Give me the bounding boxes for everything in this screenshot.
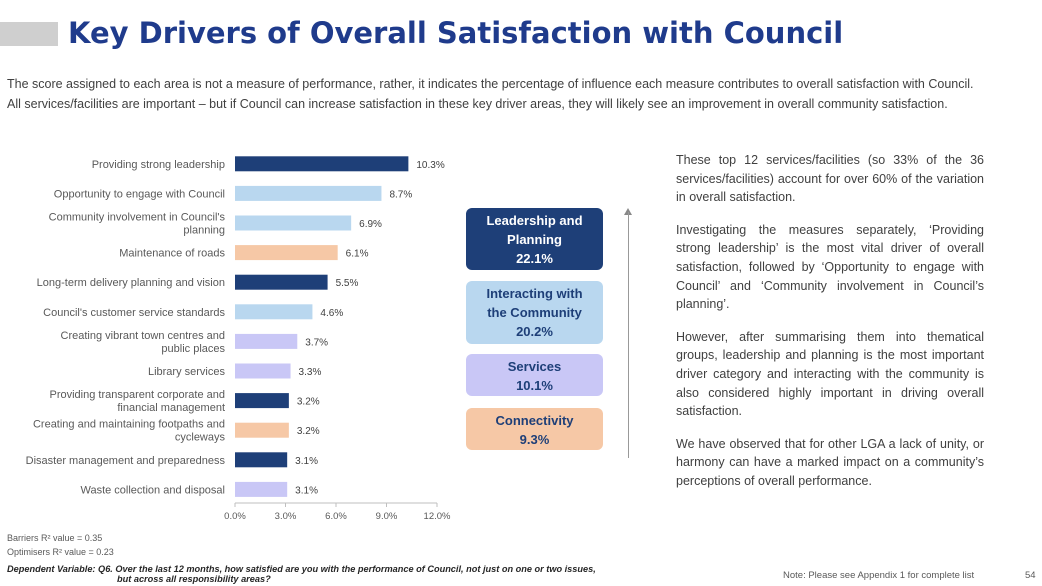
intro-line-1: The score assigned to each area is not a… bbox=[7, 77, 974, 91]
category-label: financial management bbox=[117, 402, 225, 414]
bar bbox=[235, 422, 289, 438]
x-tick-label: 9.0% bbox=[376, 511, 398, 522]
group-value: 20.2% bbox=[516, 324, 553, 339]
category-label: public places bbox=[161, 343, 225, 355]
arrow-up-icon bbox=[624, 208, 632, 215]
bar-value-label: 6.1% bbox=[346, 249, 369, 260]
bar-value-label: 3.3% bbox=[299, 367, 322, 378]
group-badge-connectivity: Connectivity 9.3% bbox=[466, 408, 603, 450]
bar bbox=[235, 156, 409, 172]
key-drivers-bar-chart: 10.3% Providing strong leadership 8.7% Oppo… bbox=[26, 156, 451, 522]
category-label: Community involvement in Council's bbox=[49, 212, 226, 224]
bar-value-label: 4.6% bbox=[320, 308, 343, 319]
optimisers-r2: Optimisers R² value = 0.23 bbox=[7, 547, 114, 557]
category-label: cycleways bbox=[175, 432, 226, 444]
category-label: Creating and maintaining footpaths and bbox=[33, 419, 225, 431]
group-label-line2: the Community bbox=[487, 305, 582, 320]
bar bbox=[235, 452, 288, 468]
bar-value-label: 10.3% bbox=[416, 160, 444, 171]
group-badge-leadership: Leadership and Planning 22.1% bbox=[466, 208, 603, 270]
category-label: Providing transparent corporate and bbox=[50, 389, 226, 401]
bar-value-label: 5.5% bbox=[336, 278, 359, 289]
bar-value-label: 3.1% bbox=[295, 485, 318, 496]
bar-value-label: 3.1% bbox=[295, 456, 318, 467]
bar bbox=[235, 363, 291, 379]
bar bbox=[235, 481, 288, 497]
group-value: 10.1% bbox=[516, 378, 553, 393]
intro-line-2: All services/facilities are important – … bbox=[7, 97, 948, 111]
title-accent-bar bbox=[0, 22, 58, 46]
category-label: Council's customer service standards bbox=[43, 307, 225, 319]
group-label-line2: Planning bbox=[507, 232, 562, 247]
dependent-line-2: but across all responsibility areas? bbox=[117, 574, 271, 584]
appendix-note: Note: Please see Appendix 1 for complete… bbox=[783, 570, 975, 581]
dependent-variable: Dependent Variable: Q6. Over the last 12… bbox=[7, 564, 596, 584]
category-label: Waste collection and disposal bbox=[80, 484, 225, 496]
group-label-line1: Services bbox=[507, 359, 562, 374]
category-label: Opportunity to engage with Council bbox=[54, 188, 225, 200]
category-label: Long-term delivery planning and vision bbox=[37, 277, 225, 289]
bar bbox=[235, 245, 338, 261]
group-label-line1: Connectivity bbox=[495, 413, 574, 428]
bar-value-label: 3.7% bbox=[305, 337, 328, 348]
r-squared-stats: Barriers R² value = 0.35 Optimisers R² v… bbox=[7, 531, 114, 559]
group-label-line1: Leadership and bbox=[486, 213, 583, 228]
barriers-r2: Barriers R² value = 0.35 bbox=[7, 533, 103, 543]
arrow-line bbox=[628, 212, 629, 458]
group-badge-interacting: Interacting with the Community 20.2% bbox=[466, 281, 603, 344]
category-label: Maintenance of roads bbox=[119, 248, 225, 260]
category-label: planning bbox=[183, 225, 225, 237]
group-label-line1: Interacting with bbox=[486, 286, 583, 301]
bar bbox=[235, 274, 328, 290]
commentary-p1: These top 12 services/facilities (so 33%… bbox=[676, 153, 984, 205]
group-badge-services: Services 10.1% bbox=[466, 354, 603, 396]
bar bbox=[235, 185, 382, 201]
page-title: Key Drivers of Overall Satisfaction with… bbox=[68, 16, 844, 50]
x-tick-label: 0.0% bbox=[224, 511, 246, 522]
group-value: 22.1% bbox=[516, 251, 553, 266]
page-number: 54 bbox=[1025, 570, 1036, 581]
bar bbox=[235, 304, 313, 320]
bar-value-label: 6.9% bbox=[359, 219, 382, 230]
bar-value-label: 3.2% bbox=[297, 426, 320, 437]
bar-value-label: 8.7% bbox=[389, 189, 412, 200]
bar-value-label: 3.2% bbox=[297, 397, 320, 408]
x-tick-label: 12.0% bbox=[424, 511, 451, 522]
bar bbox=[235, 393, 289, 409]
category-label: Disaster management and preparedness bbox=[26, 455, 226, 467]
bar bbox=[235, 333, 298, 349]
category-label: Providing strong leadership bbox=[92, 159, 225, 171]
commentary-p2: Investigating the measures separately, ‘… bbox=[676, 222, 984, 312]
x-tick-label: 3.0% bbox=[275, 511, 297, 522]
commentary-p3: However, after summarising them into the… bbox=[676, 329, 984, 419]
category-label: Library services bbox=[148, 366, 226, 378]
commentary: These top 12 services/facilities (so 33%… bbox=[676, 151, 984, 505]
intro-text: The score assigned to each area is not a… bbox=[7, 74, 1037, 114]
commentary-p4: We have observed that for other LGA a la… bbox=[676, 436, 984, 488]
x-tick-label: 6.0% bbox=[325, 511, 347, 522]
bar bbox=[235, 215, 352, 231]
dependent-line-1: Dependent Variable: Q6. Over the last 12… bbox=[7, 564, 596, 574]
category-label: Creating vibrant town centres and bbox=[61, 330, 225, 342]
group-value: 9.3% bbox=[519, 432, 550, 447]
